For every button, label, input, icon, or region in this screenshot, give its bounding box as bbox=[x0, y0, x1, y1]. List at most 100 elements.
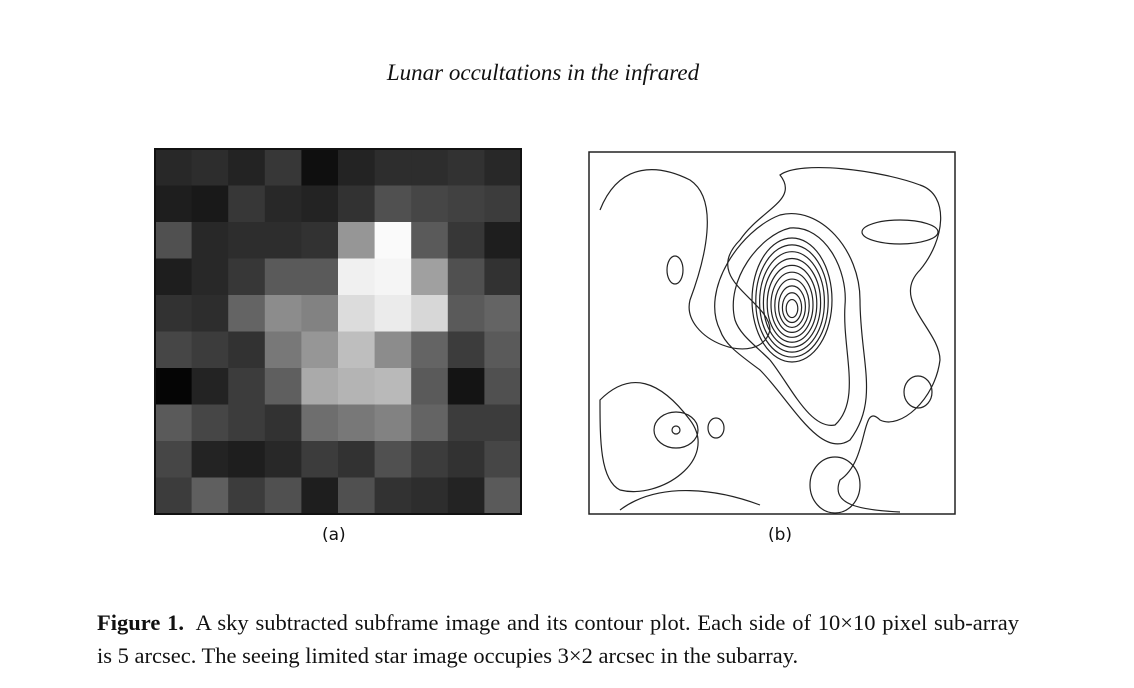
pixel bbox=[191, 477, 229, 515]
pixel bbox=[484, 477, 522, 515]
image-frame bbox=[154, 148, 522, 515]
pixel bbox=[155, 331, 193, 369]
pixel bbox=[264, 404, 302, 442]
pixel bbox=[155, 404, 193, 442]
plot-frame bbox=[588, 151, 956, 515]
pixel bbox=[411, 222, 449, 259]
pixel bbox=[484, 222, 522, 259]
contour-line bbox=[785, 298, 799, 319]
contour-line bbox=[903, 375, 933, 409]
pixel bbox=[228, 404, 266, 442]
contour-line bbox=[777, 285, 806, 329]
pixel bbox=[338, 222, 376, 259]
contour-line bbox=[707, 417, 725, 439]
pixel bbox=[301, 368, 339, 405]
pixel bbox=[338, 477, 376, 515]
pixel bbox=[447, 185, 485, 223]
pixel bbox=[411, 258, 449, 296]
pixel bbox=[155, 258, 193, 296]
pixel bbox=[191, 368, 229, 405]
contour-line bbox=[758, 251, 825, 353]
contour-line bbox=[666, 255, 684, 285]
pixel bbox=[228, 331, 266, 369]
pixel bbox=[301, 222, 339, 259]
pixel bbox=[374, 258, 412, 296]
pixel bbox=[484, 185, 522, 223]
pixel bbox=[411, 331, 449, 369]
contour-line bbox=[861, 219, 939, 245]
running-title: Lunar occultations in the infrared bbox=[386, 60, 700, 85]
pixel bbox=[191, 149, 229, 186]
contour-line bbox=[653, 411, 699, 449]
pixel bbox=[411, 368, 449, 405]
pixel bbox=[191, 331, 229, 369]
pixel bbox=[228, 295, 266, 332]
pixel bbox=[155, 477, 193, 515]
pixel bbox=[411, 185, 449, 223]
pixel bbox=[447, 295, 485, 332]
pixel bbox=[447, 149, 485, 186]
pixel bbox=[411, 149, 449, 186]
pixel bbox=[191, 295, 229, 332]
pixel bbox=[301, 149, 339, 186]
pixel bbox=[264, 368, 302, 405]
pixel bbox=[228, 368, 266, 405]
pixel bbox=[301, 331, 339, 369]
pixel bbox=[191, 185, 229, 223]
pixel bbox=[301, 441, 339, 478]
panel-label: (a) bbox=[322, 525, 346, 545]
pixel bbox=[338, 331, 376, 369]
pixel bbox=[301, 185, 339, 223]
pixel bbox=[338, 404, 376, 442]
contour-line bbox=[770, 271, 814, 338]
pixel bbox=[484, 295, 522, 332]
pixel bbox=[338, 258, 376, 296]
contour-line bbox=[766, 264, 818, 343]
caption-text: A sky subtracted subframe image and its … bbox=[97, 610, 1020, 668]
panel-label: (b) bbox=[768, 525, 793, 545]
pixel bbox=[228, 441, 266, 478]
pixel bbox=[411, 295, 449, 332]
contour-plot bbox=[588, 151, 956, 515]
pixel bbox=[374, 404, 412, 442]
pixel bbox=[191, 222, 229, 259]
pixel bbox=[374, 149, 412, 186]
pixel bbox=[264, 295, 302, 332]
pixel bbox=[447, 404, 485, 442]
contour-line bbox=[732, 227, 850, 426]
pixel bbox=[484, 149, 522, 186]
contour-line bbox=[714, 213, 868, 445]
pixel bbox=[374, 222, 412, 259]
pixel bbox=[338, 441, 376, 478]
pixel bbox=[374, 185, 412, 223]
pixel bbox=[301, 477, 339, 515]
pixel bbox=[338, 149, 376, 186]
pixel bbox=[447, 258, 485, 296]
pixel bbox=[411, 477, 449, 515]
pixel bbox=[447, 368, 485, 405]
pixel bbox=[264, 477, 302, 515]
contour-line bbox=[762, 257, 822, 348]
pixel bbox=[374, 477, 412, 515]
pixel bbox=[155, 295, 193, 332]
pixel bbox=[484, 258, 522, 296]
pixel bbox=[264, 185, 302, 223]
caption-label: Figure 1. bbox=[97, 610, 185, 635]
pixel bbox=[484, 368, 522, 405]
pixel bbox=[228, 149, 266, 186]
pixel bbox=[374, 295, 412, 332]
pixel bbox=[411, 441, 449, 478]
pixel bbox=[484, 331, 522, 369]
figure-caption: Figure 1. A sky subtracted subframe imag… bbox=[97, 606, 1019, 672]
pixel bbox=[228, 477, 266, 515]
figure bbox=[154, 148, 956, 515]
contour-line bbox=[599, 167, 942, 513]
pixel bbox=[301, 258, 339, 296]
pixel bbox=[155, 222, 193, 259]
pixel bbox=[264, 222, 302, 259]
contour-line bbox=[755, 244, 829, 358]
pixel bbox=[264, 441, 302, 478]
pixel bbox=[191, 258, 229, 296]
pixel bbox=[264, 331, 302, 369]
